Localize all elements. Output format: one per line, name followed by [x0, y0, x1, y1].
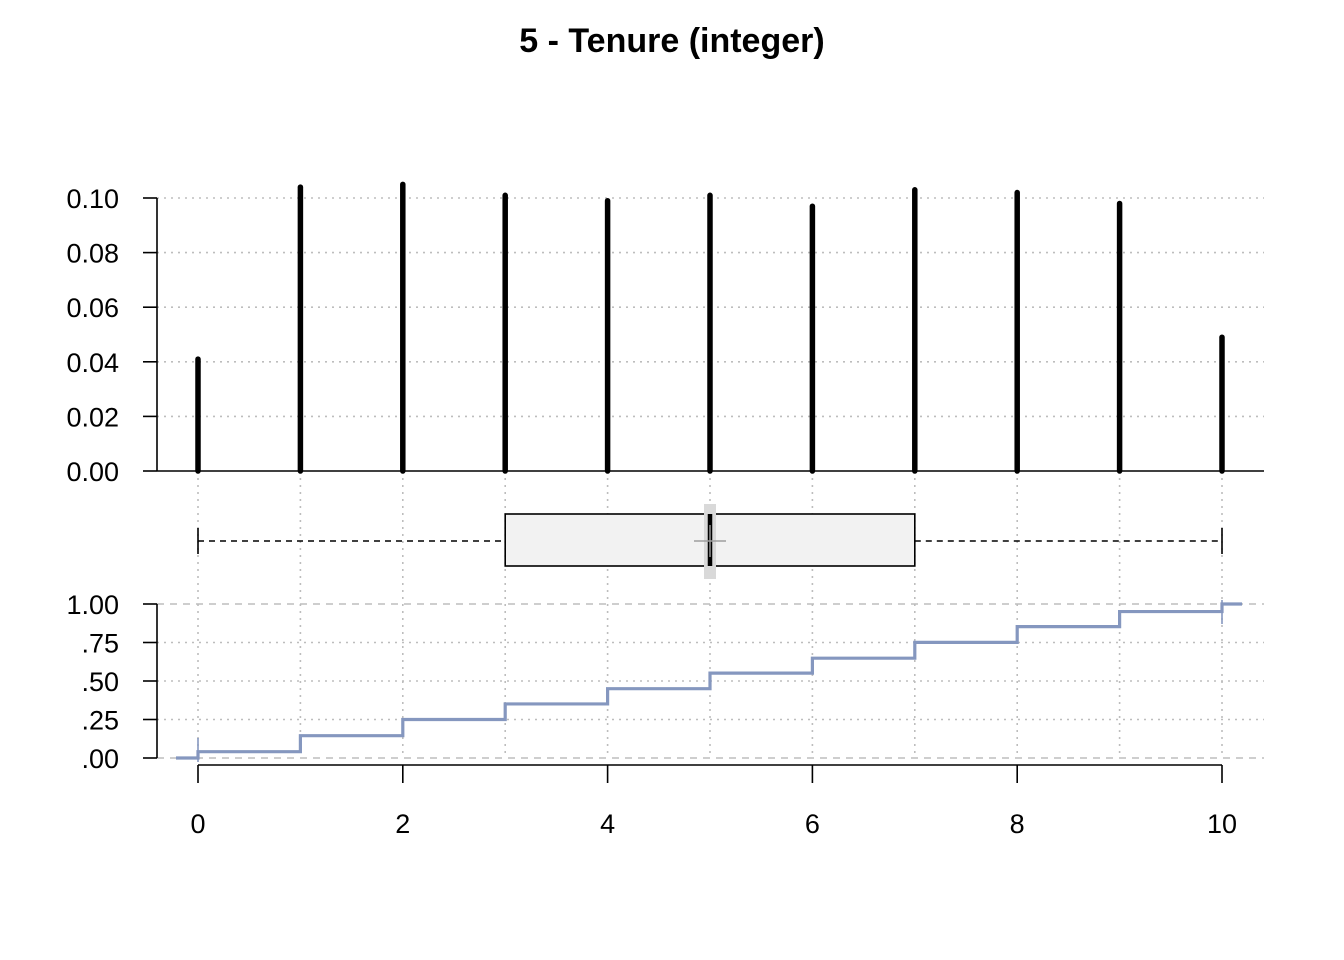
ecdf-y-tick-label: .75: [81, 629, 119, 659]
x-tick-label: 8: [1010, 809, 1025, 839]
freq-y-tick-label: 0.10: [66, 184, 119, 214]
x-tick-label: 2: [395, 809, 410, 839]
frequency-panel: 0.00 0.02 0.04 0.06 0.08 0.10: [66, 181, 1264, 487]
x-tick-label: 4: [600, 809, 615, 839]
x-tick-label: 0: [190, 809, 205, 839]
freq-y-tick-label: 0.00: [66, 457, 119, 487]
ecdf-y-tick-label: .25: [81, 706, 119, 736]
ecdf-line: [176, 602, 1242, 760]
freq-y-tick-label: 0.04: [66, 348, 119, 378]
freq-y-tick-label: 0.02: [66, 402, 119, 432]
boxplot-panel: [197, 504, 1223, 579]
chart-title: 5 - Tenure (integer): [519, 22, 824, 60]
freq-y-tick-label: 0.06: [66, 293, 119, 323]
ecdf-y-tick-label: .50: [81, 667, 119, 697]
x-axis: 0 2 4 6 8 10: [190, 764, 1237, 839]
ecdf-y-tick-label: 1.00: [66, 590, 119, 620]
x-tick-label: 10: [1207, 809, 1237, 839]
ecdf-y-tick-label: .00: [81, 744, 119, 774]
x-tick-label: 6: [805, 809, 820, 839]
freq-y-tick-label: 0.08: [66, 239, 119, 269]
ecdf-panel: 1.00 .75 .50 .25 .00: [66, 590, 1242, 774]
